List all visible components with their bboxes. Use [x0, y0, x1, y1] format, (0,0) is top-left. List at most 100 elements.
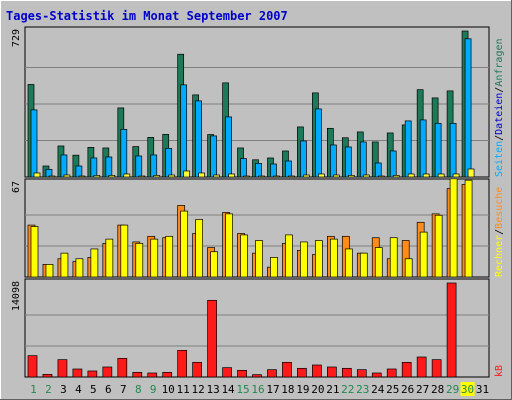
- legend-entry: /: [494, 229, 505, 235]
- x-tick-label: 7: [120, 383, 127, 396]
- x-tick-label: 24: [371, 383, 385, 396]
- x-tick-label: 27: [416, 383, 429, 396]
- bar-visits-rechner-22: [344, 248, 353, 278]
- bar-visits-rechner-23: [359, 252, 368, 278]
- bar-visits-rechner-14: [225, 213, 233, 278]
- bar-hits-dateien-24: [374, 162, 382, 178]
- bar-visits-rechner-17: [270, 257, 278, 278]
- bar-visits-rechner-16: [255, 240, 263, 278]
- bar-visits-rechner-6: [105, 238, 114, 278]
- bar-volume-kb-14: [222, 367, 232, 378]
- bar-volume-kb-11: [177, 349, 188, 378]
- bar-visits-rechner-28: [434, 214, 443, 278]
- x-tick-label: 21: [326, 383, 339, 396]
- bar-volume-kb-21: [327, 366, 337, 378]
- bar-hits-seiten-13: [213, 174, 220, 178]
- bar-hits-seiten-15: [243, 175, 250, 178]
- bar-volume-kb-7: [117, 357, 128, 378]
- bar-hits-dateien-9: [150, 154, 158, 178]
- y-max-label: 729: [11, 29, 22, 47]
- bar-hits-seiten-27: [422, 173, 430, 178]
- legend-volume: kB: [494, 365, 505, 377]
- bar-volume-kb-1: [27, 355, 38, 378]
- bar-volume-kb-29: [446, 282, 457, 378]
- x-tick-label: 9: [150, 383, 157, 396]
- bar-volume-kb-2: [42, 373, 53, 378]
- x-tick-label: 15: [236, 383, 249, 396]
- bar-volume-kb-19: [297, 367, 307, 378]
- bar-visits-rechner-8: [135, 242, 144, 278]
- bar-hits-dateien-13: [210, 135, 217, 178]
- x-tick-label: 19: [296, 383, 309, 396]
- bar-volume-kb-13: [207, 299, 217, 378]
- bar-visits-rechner-5: [90, 248, 99, 278]
- bar-hits-dateien-14: [225, 116, 232, 178]
- bar-hits-dateien-7: [120, 128, 128, 178]
- bar-hits-seiten-26: [407, 173, 415, 178]
- bar-hits-dateien-6: [105, 156, 113, 178]
- bar-hits-seiten-4: [78, 175, 86, 178]
- bar-hits-dateien-15: [240, 158, 247, 178]
- bar-hits-seiten-3: [63, 174, 71, 178]
- bar-volume-kb-26: [401, 361, 412, 378]
- x-tick-label: 28: [431, 383, 444, 396]
- x-tick-label: 5: [90, 383, 97, 396]
- bar-volume-kb-20: [312, 364, 322, 378]
- bar-visits-rechner-29: [449, 178, 458, 278]
- bar-visits-rechner-1: [30, 226, 39, 278]
- x-tick-label: 1: [30, 383, 37, 396]
- bar-volume-kb-25: [386, 368, 397, 378]
- bar-hits-seiten-2: [48, 175, 56, 178]
- bar-volume-kb-4: [72, 368, 83, 378]
- bar-volume-kb-24: [371, 372, 382, 378]
- legend-entry: Anfragen: [494, 38, 505, 86]
- bar-hits-dateien-1: [30, 109, 38, 178]
- bar-volume-kb-10: [162, 371, 173, 378]
- bar-hits-seiten-22: [347, 175, 355, 178]
- x-tick-label: 29: [446, 383, 459, 396]
- bar-hits-dateien-8: [135, 155, 143, 178]
- bar-visits-rechner-13: [210, 251, 218, 278]
- legend-entry: Besuche: [494, 187, 505, 229]
- bar-visits-rechner-2: [45, 264, 54, 278]
- x-tick-label: 6: [105, 383, 112, 396]
- bar-visits-rechner-30: [464, 179, 473, 278]
- x-tick-label: 10: [162, 383, 175, 396]
- bar-volume-kb-28: [431, 359, 442, 378]
- bar-visits-rechner-18: [285, 234, 293, 278]
- bar-visits-rechner-21: [330, 238, 338, 278]
- x-tick-label: 30: [461, 383, 474, 396]
- bar-volume-kb-22: [341, 367, 352, 378]
- x-tick-label: 14: [221, 383, 235, 396]
- bar-hits-dateien-25: [389, 150, 397, 178]
- bar-visits-rechner-11: [180, 210, 189, 278]
- x-tick-label: 23: [356, 383, 369, 396]
- bar-hits-seiten-10: [168, 174, 176, 178]
- bar-volume-kb-18: [282, 361, 292, 378]
- bar-hits-seiten-21: [333, 174, 340, 178]
- bar-hits-dateien-4: [75, 165, 83, 178]
- bar-hits-dateien-3: [60, 154, 68, 178]
- legend-visits: Rechner/Besuche: [494, 187, 505, 277]
- bar-volume-kb-16: [252, 374, 262, 378]
- panel-frame: [24, 278, 490, 378]
- bar-hits-seiten-6: [108, 175, 116, 178]
- bar-hits-seiten-9: [153, 175, 161, 178]
- bar-volume-kb-3: [57, 359, 68, 378]
- legend-entry: /: [494, 87, 505, 93]
- x-label-highlight: [460, 382, 475, 396]
- bar-volume-kb-27: [416, 356, 427, 378]
- x-tick-label: 11: [177, 383, 190, 396]
- bar-hits-dateien-12: [195, 100, 202, 178]
- bar-hits-seiten-24: [377, 175, 385, 178]
- bar-hits-dateien-22: [344, 146, 352, 178]
- bar-volume-kb-17: [267, 369, 277, 378]
- bar-hits-dateien-10: [165, 148, 173, 178]
- bar-visits-rechner-4: [75, 258, 84, 278]
- panel-volume: 14098 kB: [11, 278, 505, 378]
- bar-hits-dateien-17: [270, 163, 277, 178]
- bar-volume-kb-15: [237, 369, 247, 378]
- bar-visits-rechner-27: [419, 231, 428, 278]
- chart-panels: 729Seiten/Dateien/Anfragen67Rechner/Besu…: [11, 26, 505, 378]
- bar-visits-rechner-7: [120, 224, 129, 278]
